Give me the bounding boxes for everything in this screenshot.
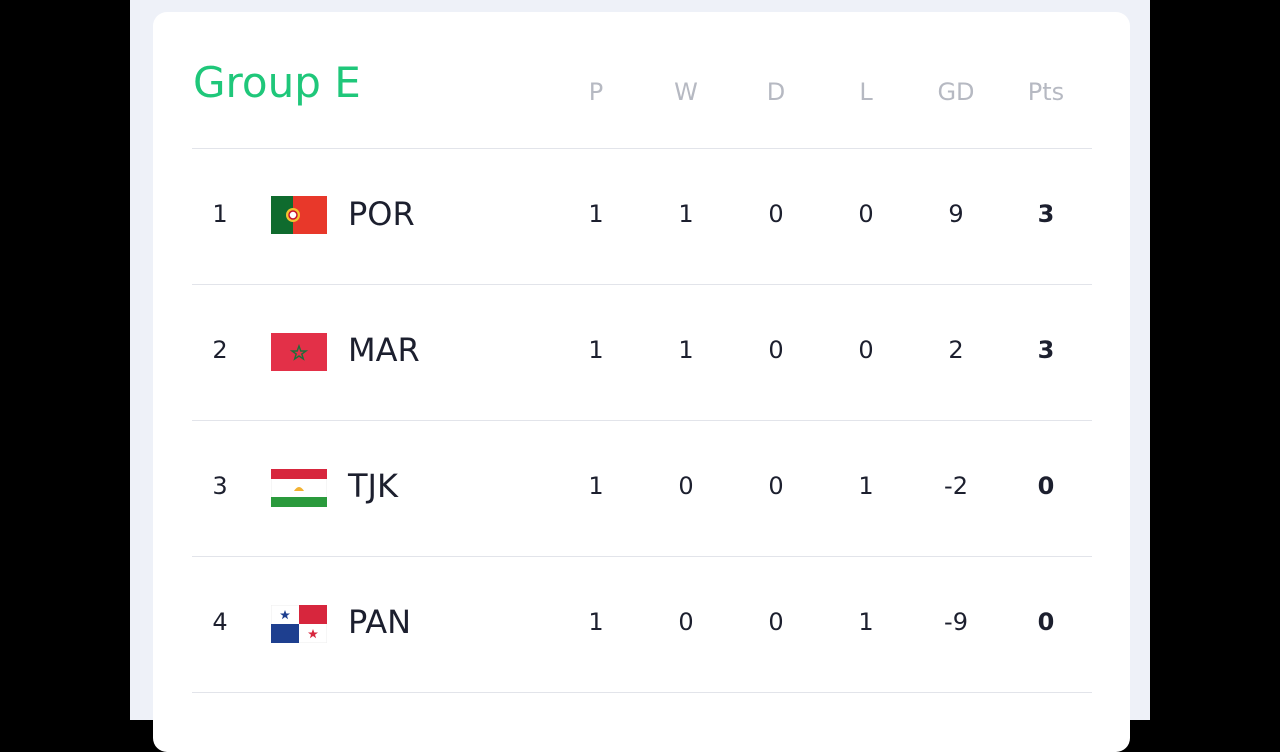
flag-morocco (271, 333, 327, 371)
stat: 1 (588, 608, 604, 636)
points: 0 (1037, 608, 1055, 636)
stat: 1 (678, 200, 694, 228)
column-header: P (588, 78, 604, 106)
stat: -2 (944, 472, 968, 500)
stat: 0 (858, 336, 874, 364)
flag-portugal (271, 196, 327, 234)
stat: 9 (948, 200, 964, 228)
team-name: POR (348, 195, 415, 233)
column-header: W (674, 78, 698, 106)
rank: 3 (212, 472, 228, 500)
stat: 0 (768, 336, 784, 364)
row-separator (192, 148, 1092, 149)
stat: 0 (858, 200, 874, 228)
rank: 2 (212, 336, 228, 364)
stat: 1 (858, 608, 874, 636)
column-header: L (859, 78, 873, 106)
stat: 0 (678, 608, 694, 636)
row-separator (192, 284, 1092, 285)
flag-tajikistan (271, 469, 327, 507)
rank: 1 (212, 200, 228, 228)
group-title: Group E (193, 58, 361, 107)
team-name: TJK (348, 467, 398, 505)
column-header: GD (937, 78, 975, 106)
points: 3 (1037, 200, 1055, 228)
points: 3 (1037, 336, 1055, 364)
stat: 1 (588, 472, 604, 500)
flag-panama (271, 605, 327, 643)
stat: 0 (768, 200, 784, 228)
stat: 1 (858, 472, 874, 500)
stat: 1 (678, 336, 694, 364)
stat: 1 (588, 200, 604, 228)
team-name: MAR (348, 331, 420, 369)
stat: 0 (768, 472, 784, 500)
column-header: D (766, 78, 786, 106)
points: 0 (1037, 472, 1055, 500)
screen: Group E (() => { const data = JSON.parse… (130, 0, 1150, 752)
rank: 4 (212, 608, 228, 636)
row-separator (192, 556, 1092, 557)
stat: 0 (678, 472, 694, 500)
row-separator (192, 420, 1092, 421)
stat: 2 (948, 336, 964, 364)
column-header: Pts (1027, 78, 1065, 106)
team-name: PAN (348, 603, 412, 641)
stat: -9 (944, 608, 968, 636)
stat: 0 (768, 608, 784, 636)
stat: 1 (588, 336, 604, 364)
row-separator (192, 692, 1092, 693)
